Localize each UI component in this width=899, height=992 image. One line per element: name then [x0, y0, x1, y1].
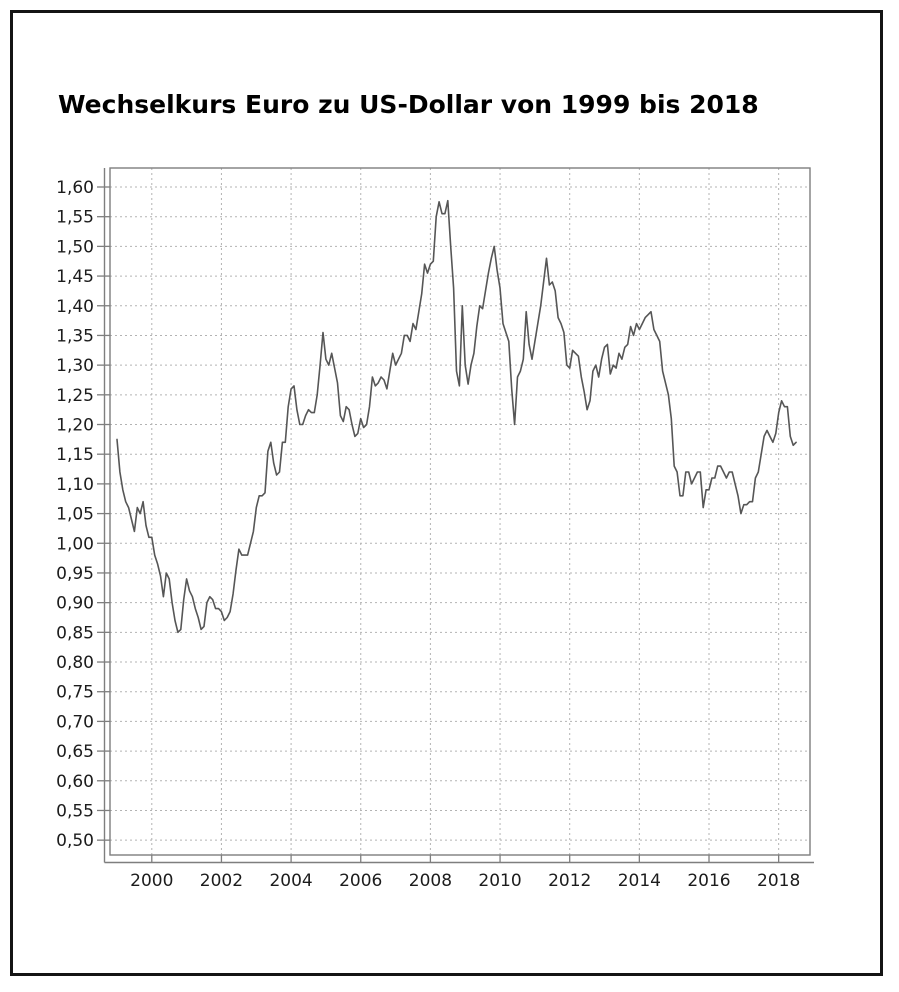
- y-tick-label: 1,40: [56, 297, 94, 317]
- y-tick-label: 1,10: [56, 475, 94, 495]
- y-tick-label: 1,15: [56, 445, 94, 465]
- y-tick-label: 0,55: [56, 801, 94, 821]
- y-tick-label: 1,50: [56, 237, 94, 257]
- x-tick-label: 2004: [269, 871, 312, 891]
- plot-border: [103, 167, 814, 864]
- y-tick-label: 0,90: [56, 594, 94, 614]
- y-tick-label: 1,55: [56, 208, 94, 228]
- y-tick-label: 1,60: [56, 178, 94, 198]
- y-tick-label: 0,80: [56, 653, 94, 673]
- plot-box: [109, 167, 811, 856]
- y-tick-label: 0,50: [56, 831, 94, 851]
- y-tick-label: 0,60: [56, 772, 94, 792]
- y-tick-label: 1,45: [56, 267, 94, 287]
- y-tick-label: 1,20: [56, 416, 94, 436]
- x-axis-labels: 2000 2002 2004 2006 2008 2010 2012 2014 2016 2018: [130, 871, 800, 891]
- x-tick-label: 2018: [757, 871, 800, 891]
- x-tick-label: 2016: [687, 871, 730, 891]
- y-axis-labels: 1,60 1,55 1,50 1,45 1,40 1,35 1,30 1,25 1,20 1,15…: [56, 178, 94, 851]
- price-line: [116, 199, 797, 634]
- y-tick-label: 1,05: [56, 505, 94, 525]
- x-tick-label: 2000: [130, 871, 173, 891]
- chart-title: Wechselkurs Euro zu US-Dollar von 1999 b…: [58, 90, 759, 119]
- y-tick-label: 0,75: [56, 683, 94, 703]
- y-tick-label: 0,85: [56, 623, 94, 643]
- y-tick-label: 1,35: [56, 326, 94, 346]
- x-tick-label: 2010: [478, 871, 521, 891]
- y-tick-label: 0,95: [56, 564, 94, 584]
- x-tick-label: 2006: [339, 871, 382, 891]
- x-tick-label: 2008: [409, 871, 452, 891]
- x-tick-label: 2012: [548, 871, 591, 891]
- x-tick-label: 2002: [200, 871, 243, 891]
- y-tick-label: 0,65: [56, 742, 94, 762]
- y-tick-label: 1,00: [56, 534, 94, 554]
- y-tick-label: 1,25: [56, 386, 94, 406]
- axis-ticks: [97, 186, 780, 863]
- price-line-layer: [116, 199, 797, 634]
- gridlines: [110, 168, 810, 855]
- y-tick-label: 0,70: [56, 712, 94, 732]
- x-tick-label: 2014: [618, 871, 661, 891]
- y-tick-label: 1,30: [56, 356, 94, 376]
